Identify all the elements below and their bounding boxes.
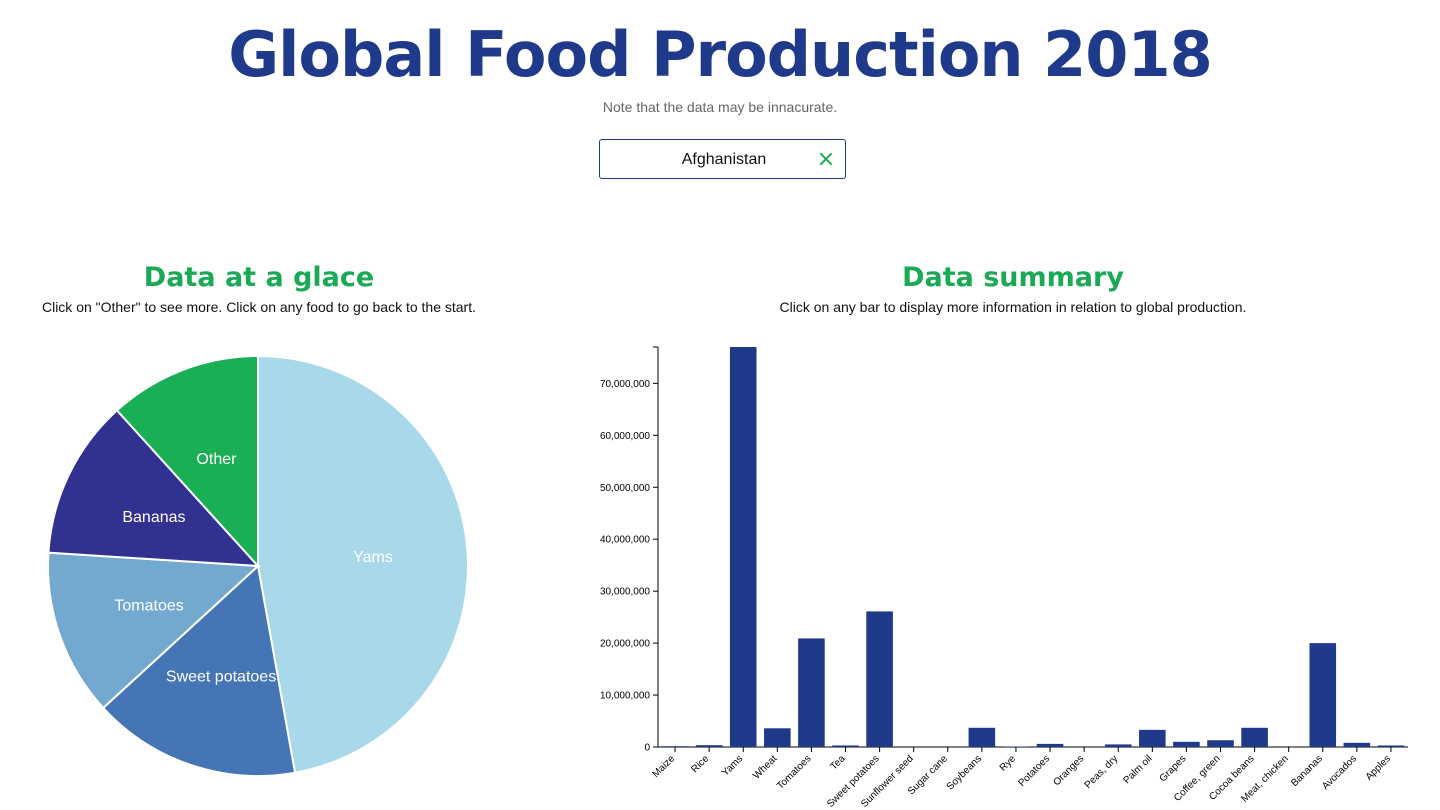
x-tick-label: Grapes: [1158, 753, 1189, 784]
bar-bananas[interactable]: [1309, 643, 1337, 747]
x-tick-label: Peas, dry: [1083, 753, 1121, 791]
x-tick-label: Potatoes: [1016, 753, 1052, 789]
pie-label-other[interactable]: Other: [196, 451, 237, 468]
country-selector[interactable]: Afghanistan: [599, 139, 846, 179]
bar-tea[interactable]: [832, 745, 859, 747]
bar-chart: 0 10,000,000 20,000,000 30,000,000 40,000,00…: [600, 346, 1408, 810]
y-tick-label: 10,000,000: [600, 691, 650, 702]
bar-wheat[interactable]: [764, 728, 791, 747]
bar-rice[interactable]: [695, 745, 723, 747]
bar-tomatoes[interactable]: [798, 638, 825, 747]
y-tick-label: 50,000,000: [600, 483, 650, 494]
x-tick-label: Maize: [651, 753, 678, 780]
bar-coffee-green[interactable]: [1207, 740, 1234, 747]
bar-cocoa-beans[interactable]: [1241, 727, 1268, 747]
x-tick-label: Apples: [1364, 753, 1393, 782]
bar-soybeans[interactable]: [968, 727, 996, 747]
bar-sweet-potatoes[interactable]: [866, 611, 893, 747]
pie-label-sweet-potatoes[interactable]: Sweet potatoes: [166, 668, 276, 685]
bar-section-subtitle: Click on any bar to display more informa…: [779, 299, 1247, 315]
pie-slice-sweet-potatoes[interactable]: [101, 564, 297, 777]
bar-yams[interactable]: [729, 347, 757, 747]
bar-peas-dry[interactable]: [1104, 744, 1132, 747]
pie-label-tomatoes[interactable]: Tomatoes: [114, 597, 183, 614]
bar-apples[interactable]: [1377, 745, 1405, 747]
bar-maize[interactable]: [661, 746, 689, 747]
bar-grapes[interactable]: [1173, 741, 1200, 747]
pie-chart: Yams Sweet potatoes Tomatoes Bananas Other: [47, 354, 469, 777]
x-tick-label: Soybeans: [945, 753, 984, 792]
bar-rye[interactable]: [1002, 746, 1030, 747]
pie-label-yams[interactable]: Yams: [353, 549, 393, 566]
pie-section-subtitle: Click on "Other" to see more. Click on a…: [41, 299, 477, 315]
x-tick-label: Oranges: [1051, 753, 1086, 788]
y-tick-label: 30,000,000: [600, 587, 650, 598]
x-tick-label: Palm oil: [1122, 753, 1155, 786]
y-tick-label: 20,000,000: [600, 639, 650, 650]
y-tick-label: 70,000,000: [600, 379, 650, 390]
x-tick-label: Yams: [720, 753, 745, 778]
y-tick-label: 40,000,000: [600, 535, 650, 546]
x-tick-label: Wheat: [751, 753, 779, 781]
x-tick-label: Rice: [689, 753, 711, 775]
page-title: Global Food Production 2018: [228, 18, 1212, 91]
pie-section-title: Data at a glace: [143, 262, 375, 293]
accuracy-note: Note that the data may be innacurate.: [602, 99, 838, 115]
x-tick-label: Tea: [828, 753, 847, 772]
pie-slice-bananas[interactable]: [47, 408, 261, 568]
pie-slice-tomatoes[interactable]: [47, 551, 261, 710]
x-tick-label: Avocados: [1320, 753, 1359, 792]
bar-palm-oil[interactable]: [1139, 729, 1166, 747]
pie-slice-other[interactable]: [115, 354, 259, 569]
pie-slice-yams[interactable]: [257, 354, 469, 774]
x-tick-label: Rye: [998, 753, 1019, 774]
y-tick-label: 60,000,000: [600, 431, 650, 442]
bar-avocados[interactable]: [1343, 742, 1371, 747]
y-tick-label: 0: [644, 743, 650, 754]
close-icon[interactable]: [819, 152, 833, 166]
x-tick-label: Tomatoes: [775, 753, 813, 791]
country-value[interactable]: Afghanistan: [681, 151, 767, 168]
bar-potatoes[interactable]: [1036, 743, 1064, 747]
pie-label-bananas[interactable]: Bananas: [122, 509, 185, 526]
bar-section-title: Data summary: [902, 262, 1124, 293]
